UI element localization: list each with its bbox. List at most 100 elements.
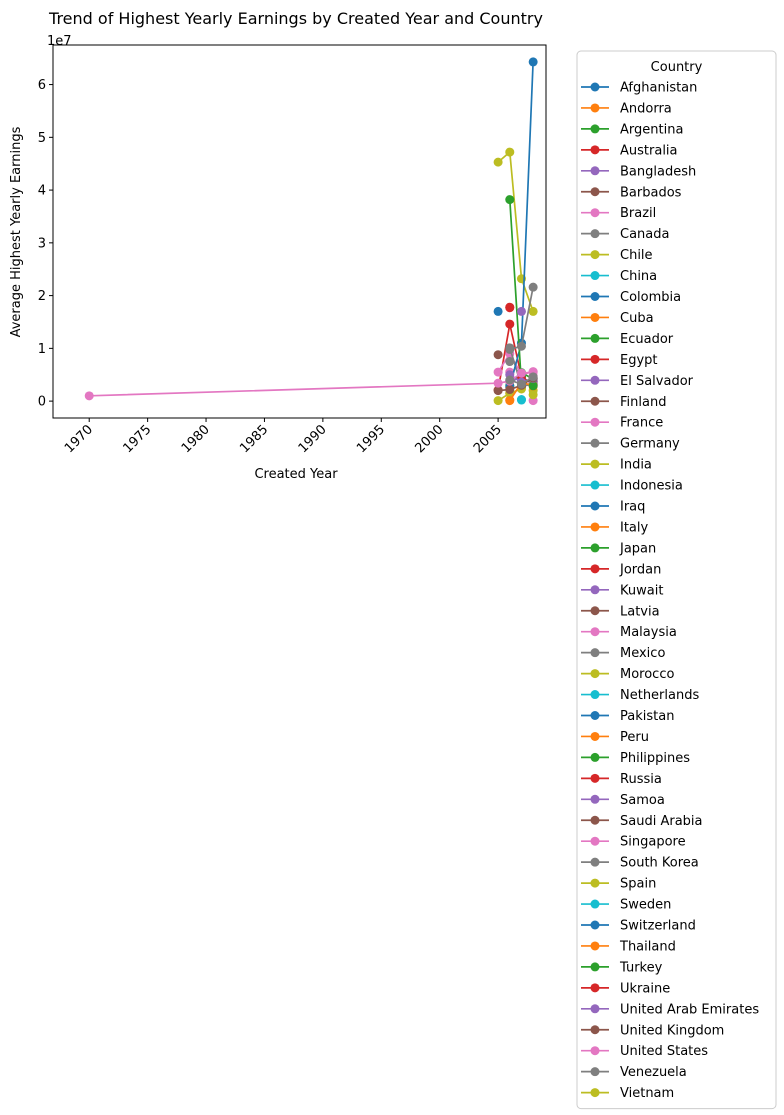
legend-item: Brazil <box>581 206 656 221</box>
legend-label: France <box>620 416 663 431</box>
legend-marker <box>590 878 600 888</box>
legend-marker <box>590 983 600 993</box>
legend-label: Samoa <box>620 793 665 808</box>
legend-item: Singapore <box>581 835 686 850</box>
legend-label: Argentina <box>620 122 683 137</box>
x-tick-label: 1980 <box>179 422 213 456</box>
legend-label: Philippines <box>620 751 690 766</box>
x-tick-label: 1975 <box>120 422 154 456</box>
series-colombia <box>493 306 503 316</box>
legend-label: Jordan <box>619 562 661 577</box>
legend-item: Japan <box>581 541 656 556</box>
series-barbados <box>493 350 503 360</box>
legend-label: Cuba <box>620 311 654 326</box>
data-point <box>528 57 538 67</box>
y-axis-ticks: 0 1 2 3 4 5 6 <box>38 78 53 410</box>
legend-marker <box>590 1067 600 1077</box>
legend-label: Venezuela <box>620 1065 687 1080</box>
legend-marker <box>590 124 600 134</box>
legend-label: Andorra <box>620 101 672 116</box>
legend-item: Sweden <box>581 898 671 913</box>
legend-marker <box>590 585 600 595</box>
legend-marker <box>590 857 600 867</box>
legend-marker <box>590 250 600 260</box>
data-point <box>493 157 503 167</box>
legend-item: Saudi Arabia <box>581 814 703 829</box>
legend-label: India <box>620 458 652 473</box>
legend-label: Pakistan <box>620 709 674 724</box>
legend-items: Afghanistan Andorra Argentina Australia Bang… <box>581 81 759 1101</box>
legend-label: Germany <box>620 437 680 452</box>
legend-item: Italy <box>581 520 649 535</box>
legend-item: Peru <box>581 730 649 745</box>
series-kuwait <box>516 306 526 316</box>
data-point <box>505 195 515 205</box>
legend-label: Afghanistan <box>620 81 697 96</box>
series-germany <box>505 357 515 367</box>
data-point <box>493 350 503 360</box>
legend-marker <box>590 522 600 532</box>
legend-item: France <box>581 416 663 431</box>
legend-item: Netherlands <box>581 688 699 703</box>
legend-label: Ecuador <box>620 332 674 347</box>
legend-item: Canada <box>581 227 669 242</box>
legend-marker <box>590 271 600 281</box>
legend-item: Malaysia <box>581 625 677 640</box>
legend-marker <box>590 690 600 700</box>
series-line <box>508 199 523 385</box>
series-netherlands <box>516 395 526 405</box>
legend-label: South Korea <box>620 856 699 871</box>
legend-label: Barbados <box>620 185 682 200</box>
data-point <box>516 341 526 351</box>
data-point <box>516 306 526 316</box>
legend-item: Kuwait <box>581 583 663 598</box>
legend-item: Morocco <box>581 667 674 682</box>
x-tick-label: 1970 <box>62 422 96 456</box>
series-turkey <box>528 381 538 391</box>
legend-label: Malaysia <box>620 625 677 640</box>
legend-label: Australia <box>620 143 678 158</box>
legend-item: Germany <box>581 437 680 452</box>
legend-item: Finland <box>581 395 666 410</box>
legend-label: Egypt <box>620 353 658 368</box>
legend-item: South Korea <box>581 856 699 871</box>
legend-label: Bangladesh <box>620 164 696 179</box>
legend-item: Chile <box>581 248 653 263</box>
legend-item: Egypt <box>581 353 658 368</box>
legend-label: Peru <box>620 730 649 745</box>
legend-item: El Salvador <box>581 374 694 389</box>
legend-marker <box>590 941 600 951</box>
legend-marker <box>590 752 600 762</box>
legend-item: Colombia <box>581 290 681 305</box>
legend-item: China <box>581 269 657 284</box>
data-point <box>516 379 526 389</box>
legend-marker <box>590 606 600 616</box>
legend-item: Ecuador <box>581 332 674 347</box>
legend-item: Philippines <box>581 751 690 766</box>
legend-item: Vietnam <box>581 1086 674 1101</box>
legend-marker <box>590 103 600 113</box>
legend-label: Iraq <box>620 500 645 515</box>
legend-marker <box>590 815 600 825</box>
legend-label: Russia <box>620 772 662 787</box>
x-tick-label: 2000 <box>413 422 447 456</box>
legend-item: Venezuela <box>581 1065 687 1080</box>
data-point <box>528 381 538 391</box>
legend-marker <box>590 417 600 427</box>
data-point <box>493 396 503 406</box>
data-point <box>528 306 538 316</box>
legend-item: Ukraine <box>581 981 670 996</box>
legend: Country Afghanistan Andorra Argentina Austr… <box>576 50 777 1110</box>
legend-item: Bangladesh <box>581 164 696 179</box>
plot-area <box>84 57 538 406</box>
legend-item: Thailand <box>581 939 676 954</box>
legend-marker <box>590 145 600 155</box>
legend-item: Mexico <box>581 646 665 661</box>
legend-marker <box>590 354 600 364</box>
legend-item: Pakistan <box>581 709 674 724</box>
series-line <box>89 371 534 397</box>
legend-item: Australia <box>581 143 678 158</box>
data-point <box>505 344 515 354</box>
legend-marker <box>590 82 600 92</box>
legend-marker <box>590 312 600 322</box>
